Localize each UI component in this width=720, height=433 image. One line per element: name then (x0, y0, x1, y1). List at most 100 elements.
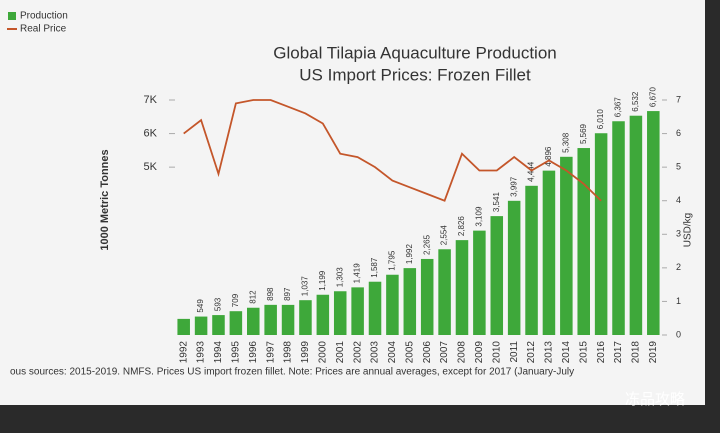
y2-tick-label: 5 (676, 162, 681, 172)
bar (333, 291, 347, 335)
watermark: 冻品攻略 (625, 390, 685, 408)
x-tick-label: 2001 (335, 341, 346, 364)
chart-title: Global Tilapia Aquaculture Production (273, 43, 557, 62)
bar-value-label: 6,367 (614, 97, 623, 118)
y2-tick-label: 6 (676, 128, 681, 138)
bar (351, 287, 364, 335)
bar (403, 268, 417, 335)
x-tick-label: 2005 (404, 341, 415, 364)
bar (525, 185, 538, 335)
bar-value-label: 3,541 (492, 192, 501, 213)
x-tick-label: 2012 (526, 341, 537, 364)
x-tick-label: 2011 (509, 341, 520, 363)
bar-value-label: 3,997 (509, 176, 518, 197)
x-tick-label: 2015 (578, 341, 589, 364)
bar-value-label: 2,826 (457, 216, 466, 237)
bar (281, 304, 295, 335)
y2-tick-label: 4 (676, 195, 681, 205)
y-tick-label: 6K (144, 127, 158, 139)
bar (647, 111, 660, 335)
bar-value-label: 1,303 (335, 267, 344, 288)
x-tick-label: 1998 (283, 341, 294, 364)
x-tick-label: 2018 (631, 341, 642, 364)
bar (386, 274, 399, 335)
bar (420, 258, 434, 335)
bar-value-label: 5,569 (579, 123, 588, 144)
y2-tick-label: 2 (676, 262, 681, 272)
bar (473, 230, 486, 335)
bar (612, 121, 625, 335)
bar-value-label: 1,199 (318, 270, 327, 291)
y2-axis-label: USD/kg (683, 213, 694, 247)
bar-value-label: 2,265 (422, 234, 431, 255)
y-tick-label: 7K (144, 94, 158, 106)
bar-value-label: 709 (231, 293, 240, 307)
bar-value-label: 4,444 (527, 161, 536, 182)
x-tick-label: 1993 (196, 341, 207, 364)
bar-value-label: 6,010 (596, 109, 605, 130)
bar (299, 300, 312, 335)
x-tick-label: 2009 (474, 341, 485, 364)
bar (316, 294, 330, 335)
bar (264, 304, 277, 335)
x-tick-label: 2019 (648, 341, 659, 364)
source-note: ous sources: 2015-2019. NMFS. Prices US … (10, 367, 574, 378)
price-line (183, 99, 602, 202)
x-tick-label: 2002 (352, 341, 363, 364)
bar (455, 240, 469, 335)
legend-label: Real Price (20, 24, 67, 35)
bar (594, 133, 608, 335)
bar-value-label: 593 (214, 297, 223, 311)
bar-value-label: 4,896 (544, 146, 553, 167)
x-tick-label: 1997 (265, 341, 276, 364)
y2-tick-label: 3 (676, 229, 681, 239)
bar-value-label: 6,670 (648, 87, 657, 108)
x-tick-label: 1992 (178, 341, 189, 364)
x-tick-label: 1994 (213, 341, 224, 364)
x-tick-label: 2010 (491, 341, 502, 364)
y-tick-label: 5K (144, 161, 158, 173)
bar-value-label: 2,554 (440, 225, 449, 246)
bar-value-label: 549 (196, 299, 205, 313)
x-tick-label: 2016 (596, 341, 607, 364)
y-axis-label: 1000 Metric Tonnes (99, 149, 111, 250)
x-tick-label: 2003 (370, 341, 381, 364)
bar (577, 148, 590, 335)
bar (560, 156, 573, 335)
x-tick-label: 1999 (300, 341, 311, 364)
y2-tick-label: 0 (676, 329, 681, 339)
x-tick-label: 1995 (231, 341, 242, 364)
bar-value-label: 1,037 (301, 276, 310, 297)
bar (247, 307, 260, 335)
bar (368, 281, 382, 335)
bar-value-label: 898 (266, 287, 275, 301)
bar (542, 170, 556, 335)
bar (229, 311, 243, 335)
y2-tick-label: 1 (676, 296, 681, 306)
bar (438, 249, 451, 335)
x-tick-label: 2007 (439, 341, 450, 364)
chart-subtitle: US Import Prices: Frozen Fillet (299, 65, 531, 84)
bar (490, 216, 504, 335)
x-tick-label: 2013 (544, 341, 555, 364)
bar (177, 318, 190, 335)
x-tick-label: 1996 (248, 341, 259, 364)
bar-value-label: 812 (248, 290, 257, 304)
legend-label: Production (20, 11, 68, 22)
x-tick-label: 2008 (457, 341, 468, 364)
bar-value-label: 897 (283, 287, 292, 301)
x-tick-label: 2017 (613, 341, 624, 364)
bar-value-label: 1,419 (353, 263, 362, 284)
bar-value-label: 5,308 (561, 132, 570, 153)
bar-value-label: 1,992 (405, 244, 414, 265)
y2-tick-label: 7 (676, 94, 681, 104)
bar-value-label: 3,109 (474, 206, 483, 227)
bar (629, 115, 643, 335)
bar (194, 316, 208, 335)
bar-value-label: 6,532 (631, 91, 640, 112)
bar (507, 200, 521, 335)
bar (212, 315, 225, 335)
x-tick-label: 2000 (317, 341, 328, 364)
x-tick-label: 2014 (561, 341, 572, 364)
